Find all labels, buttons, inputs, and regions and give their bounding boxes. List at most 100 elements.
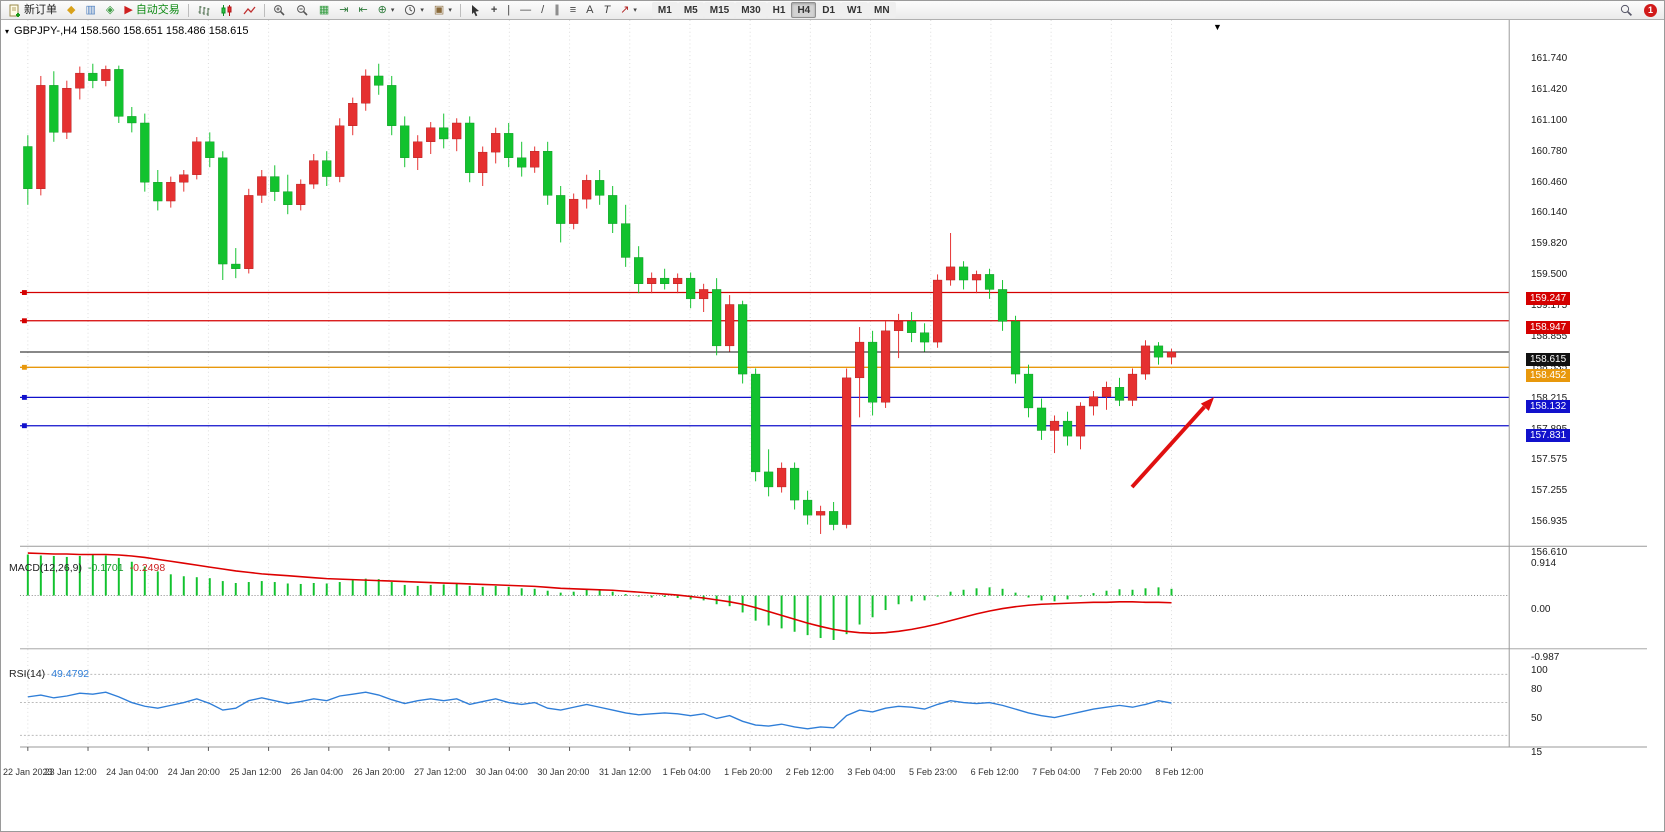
timeframe-button-H4[interactable]: H4 bbox=[791, 2, 817, 18]
auto-trading-label: 自动交易 bbox=[135, 3, 180, 16]
zoom-out-icon bbox=[296, 4, 308, 16]
hline-handle[interactable] bbox=[21, 290, 27, 295]
macd-signal-line bbox=[27, 552, 1172, 634]
candlestick-chart-button[interactable] bbox=[215, 2, 238, 19]
hline-handle[interactable] bbox=[21, 423, 27, 429]
rsi-level-lines bbox=[20, 673, 1510, 736]
cursor-tool-button[interactable] bbox=[464, 2, 486, 19]
toolbar-separator bbox=[459, 3, 461, 17]
text-label-icon: T bbox=[603, 3, 611, 16]
timeframe-button-M15[interactable]: M15 bbox=[703, 2, 736, 18]
text-label-tool-button[interactable]: T bbox=[598, 2, 615, 19]
bar-chart-button[interactable] bbox=[192, 2, 215, 19]
zoom-in-button[interactable] bbox=[268, 2, 291, 19]
rsi-header: RSI(14) 49.4792 bbox=[9, 668, 89, 680]
toolbar-right-group: 1 bbox=[1615, 2, 1661, 19]
fibonacci-icon: ≡ bbox=[569, 3, 577, 16]
hline-handle[interactable] bbox=[21, 364, 27, 370]
zoom-out-button[interactable] bbox=[291, 2, 314, 19]
hline-handle[interactable] bbox=[21, 318, 27, 324]
line-chart-icon bbox=[243, 6, 256, 14]
horizontal-level-lines[interactable] bbox=[20, 290, 1510, 429]
time-axis-ticks bbox=[27, 747, 1172, 751]
vertical-line-tool-button[interactable]: | bbox=[502, 2, 515, 19]
horizontal-line-tool-button[interactable]: — bbox=[515, 2, 536, 19]
toolbar: 新订单 ◆ ▥ ◈ ▶ 自动交易 bbox=[1, 1, 1664, 20]
channel-tool-button[interactable]: ∥ bbox=[549, 2, 565, 19]
zoom-in-icon bbox=[273, 4, 285, 16]
timeframe-button-H1[interactable]: H1 bbox=[766, 2, 792, 18]
new-order-icon bbox=[9, 4, 20, 17]
rsi-line bbox=[27, 691, 1172, 730]
timeframe-button-M5[interactable]: M5 bbox=[677, 2, 704, 18]
templates-button[interactable]: ▣ ▾ bbox=[429, 2, 457, 19]
crosshair-icon: + bbox=[490, 3, 498, 16]
text-tool-button[interactable]: A bbox=[581, 2, 598, 19]
arrows-tool-button[interactable]: ↗ ▾ bbox=[615, 2, 642, 19]
navigator-button[interactable]: ◈ bbox=[101, 2, 119, 19]
symbol-timeframe-label: GBPJPY-,H4 158.560 158.651 158.486 158.6… bbox=[14, 25, 249, 37]
dropdown-icon: ▾ bbox=[633, 6, 637, 14]
chart-collapse-icon[interactable]: ▾ bbox=[5, 26, 10, 36]
fibonacci-tool-button[interactable]: ≡ bbox=[565, 2, 581, 19]
clock-icon bbox=[405, 4, 416, 16]
templates-icon: ▣ bbox=[433, 3, 445, 16]
timeframe-toolbar: M1 M5 M15 M30 H1 H4 D1 W1 MN bbox=[651, 2, 896, 18]
panel-borders bbox=[20, 20, 1647, 748]
grid-lines bbox=[27, 20, 1172, 748]
new-order-label: 新订单 bbox=[24, 3, 57, 16]
trendline-tool-button[interactable]: / bbox=[536, 2, 549, 19]
dropdown-icon: ▾ bbox=[448, 6, 452, 14]
rsi-title: RSI(14) bbox=[9, 668, 46, 680]
tile-windows-button[interactable]: ▦ bbox=[314, 2, 334, 19]
hline-handle[interactable] bbox=[21, 394, 27, 400]
notification-badge[interactable]: 1 bbox=[1644, 3, 1657, 17]
search-button[interactable] bbox=[1615, 2, 1638, 19]
horizontal-line-icon: — bbox=[520, 3, 532, 16]
timeframe-button-D1[interactable]: D1 bbox=[816, 2, 842, 18]
cursor-icon bbox=[471, 4, 479, 16]
symbol-header: ▾ GBPJPY-,H4 158.560 158.651 158.486 158… bbox=[5, 25, 248, 37]
scroll-to-end-marker[interactable]: ▼ bbox=[1213, 22, 1222, 32]
chart-shift-icon: ⇤ bbox=[358, 3, 368, 16]
chart-shift-button[interactable]: ⇤ bbox=[353, 2, 372, 19]
candlesticks bbox=[23, 63, 1177, 534]
macd-signal-value: -0.2498 bbox=[129, 562, 166, 574]
trendline-icon: / bbox=[541, 3, 545, 16]
periods-button[interactable]: ▾ bbox=[399, 2, 429, 19]
navigator-icon: ◈ bbox=[105, 3, 115, 16]
data-window-icon: ▥ bbox=[85, 3, 96, 16]
auto-scroll-icon: ⇥ bbox=[339, 3, 349, 16]
search-icon bbox=[1620, 4, 1633, 16]
channel-icon: ∥ bbox=[554, 3, 560, 16]
text-icon: A bbox=[586, 3, 594, 16]
indicators-button[interactable]: ⊕ ▾ bbox=[373, 2, 400, 19]
bar-chart-icon bbox=[198, 5, 210, 16]
market-watch-button[interactable]: ◆ bbox=[62, 2, 80, 19]
dropdown-icon: ▾ bbox=[390, 6, 395, 14]
new-order-button[interactable]: 新订单 bbox=[4, 2, 62, 19]
auto-trading-icon: ▶ bbox=[124, 3, 133, 16]
auto-scroll-button[interactable]: ⇥ bbox=[334, 2, 353, 19]
timeframe-button-M1[interactable]: M1 bbox=[651, 2, 678, 18]
timeframe-button-W1[interactable]: W1 bbox=[841, 2, 869, 18]
candlestick-chart-icon bbox=[221, 4, 232, 16]
data-window-button[interactable]: ▥ bbox=[80, 2, 100, 19]
macd-histogram bbox=[26, 554, 1173, 640]
tile-windows-icon: ▦ bbox=[318, 3, 330, 16]
indicators-icon: ⊕ bbox=[377, 3, 387, 16]
trend-arrow-annotation bbox=[1130, 397, 1215, 489]
timeframe-button-M30[interactable]: M30 bbox=[735, 2, 767, 18]
vertical-line-icon: | bbox=[507, 3, 511, 16]
macd-main-value: -0.1701 bbox=[87, 562, 124, 574]
chart-canvas[interactable] bbox=[1, 20, 1665, 832]
crosshair-tool-button[interactable]: + bbox=[486, 2, 502, 19]
arrow-tool-icon: ↗ bbox=[620, 3, 630, 16]
dropdown-icon: ▾ bbox=[420, 6, 424, 14]
market-watch-icon: ◆ bbox=[67, 3, 76, 16]
toolbar-separator bbox=[187, 3, 189, 17]
timeframe-button-MN[interactable]: MN bbox=[868, 2, 896, 18]
line-chart-button[interactable] bbox=[238, 2, 261, 19]
auto-trading-button[interactable]: ▶ 自动交易 bbox=[119, 2, 184, 19]
